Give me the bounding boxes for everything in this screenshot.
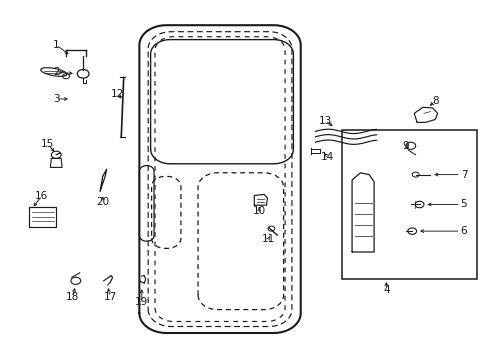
Text: 7: 7 (460, 170, 467, 180)
Bar (342, 130, 476, 279)
Text: 1: 1 (53, 40, 60, 50)
Text: 15: 15 (41, 139, 55, 149)
Text: 2: 2 (53, 67, 60, 77)
Text: 4: 4 (382, 285, 389, 295)
Text: 19: 19 (135, 297, 148, 307)
Text: 11: 11 (261, 234, 274, 244)
Text: 6: 6 (460, 226, 467, 236)
Text: 16: 16 (35, 191, 48, 201)
Text: 5: 5 (460, 199, 467, 210)
Text: 18: 18 (65, 292, 79, 302)
Text: 14: 14 (320, 152, 334, 162)
Text: 3: 3 (53, 94, 60, 104)
Text: 9: 9 (402, 141, 408, 151)
Text: 17: 17 (103, 292, 117, 302)
Bar (29, 207, 56, 227)
Text: 12: 12 (110, 89, 124, 99)
Text: 10: 10 (252, 206, 265, 216)
Text: 13: 13 (318, 116, 331, 126)
Text: 8: 8 (431, 96, 438, 106)
Text: 20: 20 (96, 197, 109, 207)
